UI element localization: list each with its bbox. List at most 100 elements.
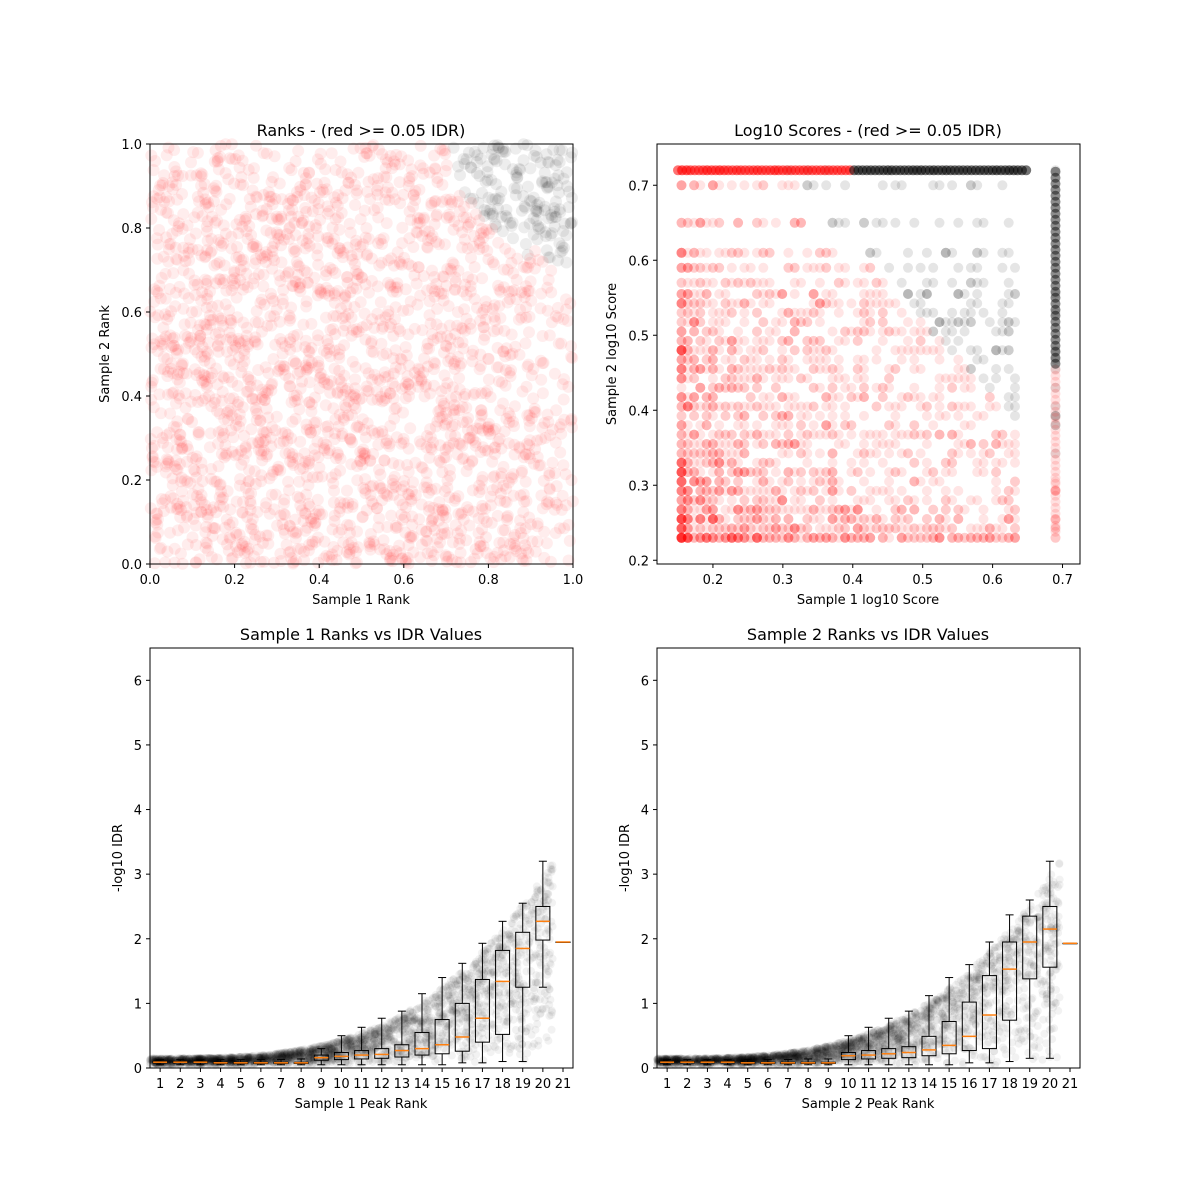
rank-point-fail <box>302 228 315 241</box>
rank-point-fail <box>201 537 214 550</box>
score-point-fail <box>991 429 1002 440</box>
score-point-fail <box>796 476 806 487</box>
score-point-fail <box>676 373 687 384</box>
rank-point-fail <box>396 498 409 511</box>
score-point-fail <box>814 335 825 346</box>
score-point-fail <box>840 410 851 421</box>
rank-point-fail <box>476 474 488 487</box>
score-point-fail <box>833 476 844 487</box>
score-point-fail <box>871 298 882 309</box>
rank-point-pass <box>462 146 475 159</box>
rank-point-fail <box>274 360 287 372</box>
score-point-pass <box>921 289 932 299</box>
rank-point-fail <box>217 491 230 504</box>
rank-point-fail <box>360 380 373 393</box>
score-point-fail <box>921 410 932 421</box>
score-point-pass <box>890 217 901 228</box>
score-point-fail <box>720 277 731 288</box>
score-point-fail <box>978 457 989 468</box>
rank-point-pass <box>560 256 573 269</box>
rank-point-pass <box>539 176 552 189</box>
score-point-fail <box>714 467 725 478</box>
rank-point-fail <box>475 404 488 417</box>
rank-point-fail <box>305 405 318 418</box>
score-point-pass <box>1050 166 1061 177</box>
score-point-fail <box>739 429 750 440</box>
rank-point-fail <box>452 219 465 232</box>
score-point-fail <box>676 382 687 393</box>
rank-point-fail <box>166 183 179 196</box>
score-point-fail <box>840 420 851 431</box>
score-point-fail <box>953 485 964 496</box>
rank-point-fail <box>484 427 497 440</box>
score-point-pass <box>915 262 926 273</box>
score-point-fail <box>852 354 863 365</box>
rank-point-fail <box>303 454 316 467</box>
rank-point-fail <box>407 241 420 253</box>
rank-point-fail <box>149 155 162 167</box>
score-point-fail <box>940 457 951 468</box>
rank-point-fail <box>173 500 186 513</box>
score-point-fail <box>921 457 932 468</box>
score-point-fail <box>783 514 794 524</box>
score-point-fail <box>814 298 825 309</box>
rank-point-fail <box>149 456 162 469</box>
rank-point-fail <box>514 527 527 539</box>
rank-point-fail <box>420 378 433 391</box>
rank-point-fail <box>238 355 251 368</box>
score-point-pass <box>947 326 958 337</box>
rank-point-fail <box>399 341 412 354</box>
score-point-pass <box>909 217 920 228</box>
rank-point-fail <box>231 241 243 253</box>
score-point-fail <box>720 429 731 440</box>
rank-point-fail <box>522 284 535 297</box>
rank-point-fail <box>238 546 251 559</box>
rank-point-fail <box>341 484 353 497</box>
rank-point-fail <box>520 311 532 324</box>
rank-point-fail <box>326 237 339 250</box>
score-point-fail <box>934 373 945 384</box>
rank-point-fail <box>493 432 506 445</box>
score-point-pass <box>997 317 1008 328</box>
rank-point-fail <box>498 324 511 337</box>
score-point-fail <box>758 410 769 421</box>
score-point-fail <box>903 495 913 506</box>
score-point-fail <box>909 504 920 515</box>
rank-point-fail <box>469 208 482 221</box>
rank-point-fail <box>311 493 324 506</box>
rank-point-fail <box>149 530 162 543</box>
rank-point-fail <box>249 528 262 541</box>
score-point-fail <box>814 523 825 534</box>
rank-point-fail <box>261 448 274 461</box>
score-point-fail <box>689 410 700 421</box>
score-point-fail <box>707 504 718 515</box>
ranks-xlabel: Sample 1 Rank <box>312 593 410 608</box>
rank-point-fail <box>350 556 363 569</box>
score-point-fail <box>802 247 813 258</box>
score-point-fail <box>707 180 718 191</box>
rank-point-fail <box>396 382 409 395</box>
rank-point-fail <box>333 505 346 518</box>
score-point-pass <box>903 247 913 258</box>
rank-point-pass <box>476 187 488 199</box>
rank-point-fail <box>334 244 347 257</box>
x-tick-label: 0.0 <box>140 573 161 588</box>
rank-point-pass <box>530 203 543 215</box>
score-point-fail <box>808 532 819 543</box>
rank-point-fail <box>259 434 272 446</box>
x-tick-label: 1.0 <box>563 573 584 588</box>
rank-point-fail <box>209 184 222 197</box>
x-tick-label: 0.3 <box>773 573 794 588</box>
score-point-fail <box>877 457 888 468</box>
rank-point-fail <box>303 166 316 179</box>
score-point-fail <box>877 532 888 543</box>
score-point-pass <box>903 262 913 273</box>
rank-point-fail <box>311 471 324 484</box>
score-point-fail <box>1003 514 1014 524</box>
score-point-fail <box>890 326 901 337</box>
rank-point-fail <box>323 205 336 218</box>
rank-point-fail <box>273 214 285 226</box>
rank-point-fail <box>283 484 295 497</box>
score-point-fail <box>1010 476 1020 487</box>
rank-point-pass <box>483 207 496 220</box>
